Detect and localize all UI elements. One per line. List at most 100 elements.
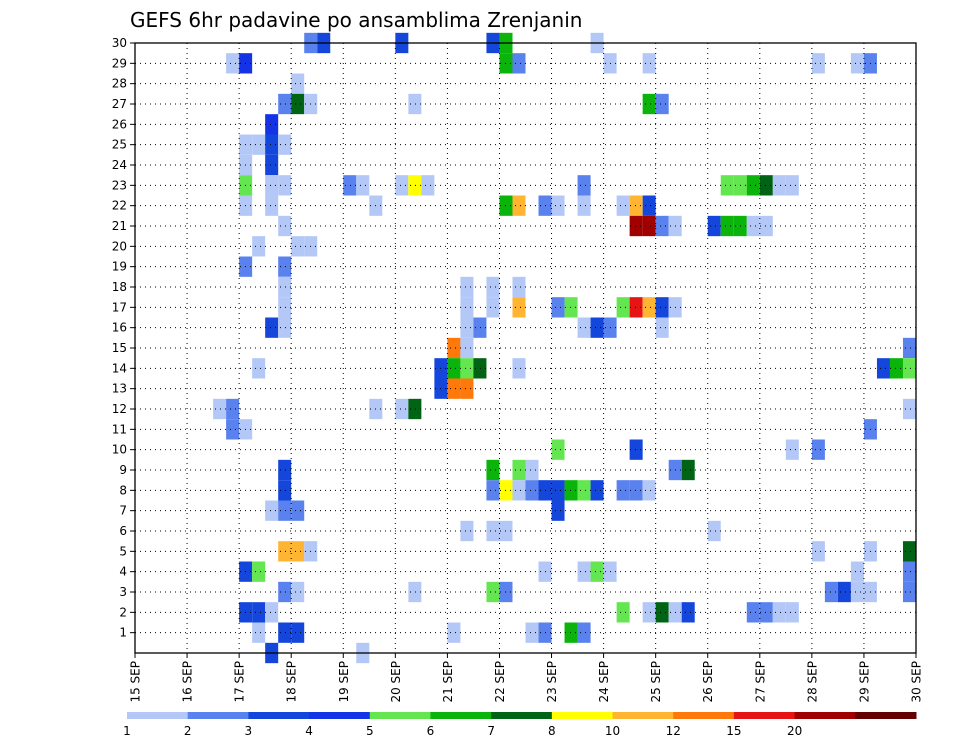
heatmap-cell <box>629 215 643 237</box>
heatmap-cell <box>577 622 591 643</box>
heatmap-cell <box>707 520 721 542</box>
legend-color-swatch <box>309 712 371 719</box>
legend-color-swatch <box>673 712 735 719</box>
heatmap-cell <box>512 358 526 379</box>
x-tick-label: 25 SEP <box>649 661 663 703</box>
heatmap-cell <box>837 581 851 603</box>
heatmap-cell <box>278 622 292 643</box>
heatmap-cell <box>486 520 500 542</box>
heatmap-cell <box>291 541 305 562</box>
heatmap-cell <box>226 398 240 420</box>
heatmap-cell <box>265 154 279 176</box>
heatmap-cell <box>460 378 474 399</box>
heatmap-cell <box>252 236 266 257</box>
legend-label: 7 <box>487 724 495 738</box>
heatmap-cell <box>746 602 760 623</box>
y-tick-label: 21 <box>112 219 127 233</box>
heatmap-cell <box>460 276 474 298</box>
heatmap-cell <box>265 317 279 338</box>
heatmap-cell <box>850 53 864 74</box>
heatmap-cell <box>473 317 487 338</box>
heatmap-cell <box>616 480 630 501</box>
y-tick-label: 10 <box>112 443 127 457</box>
legend-label: 8 <box>548 724 556 738</box>
heatmap-cell <box>356 175 370 196</box>
heatmap-cell <box>616 297 630 318</box>
grid-layer <box>135 43 916 653</box>
heatmap-cell <box>291 581 305 603</box>
x-tick-label: 29 SEP <box>857 661 871 703</box>
y-tick-label: 23 <box>112 178 127 192</box>
heatmap-cell <box>811 439 825 460</box>
heatmap-cell <box>226 419 240 440</box>
legend-color-swatch <box>430 712 492 719</box>
y-tick-label: 17 <box>112 300 127 314</box>
heatmap-cell <box>577 561 591 582</box>
heatmap-cell <box>265 134 279 155</box>
y-tick-label: 20 <box>112 239 127 253</box>
heatmap-cell <box>642 480 656 501</box>
y-tick-label: 5 <box>119 544 127 558</box>
heatmap-cell <box>291 622 305 643</box>
heatmap-cell <box>486 276 500 298</box>
heatmap-cell <box>473 358 487 379</box>
x-tick-label: 18 SEP <box>285 661 299 703</box>
heatmap-cell <box>486 581 500 603</box>
heatmap-cell <box>655 602 669 623</box>
heatmap-cell <box>902 581 916 603</box>
x-tick-label: 20 SEP <box>389 661 403 703</box>
legend-color-swatch <box>369 712 431 719</box>
x-tick-label: 19 SEP <box>337 661 351 703</box>
heatmap-cell <box>902 398 916 420</box>
heatmap-cell <box>577 195 591 216</box>
heatmap-cell <box>681 459 695 481</box>
heatmap-cell <box>278 500 292 521</box>
heatmap-cell <box>850 561 864 582</box>
y-tick-label: 30 <box>112 36 127 50</box>
heatmap-cell <box>551 195 565 216</box>
heatmap-cell <box>889 358 903 379</box>
y-tick-label: 26 <box>112 117 127 131</box>
x-tick-label: 26 SEP <box>701 661 715 703</box>
heatmap-cell <box>811 541 825 562</box>
x-tick-label: 15 SEP <box>129 661 143 703</box>
heatmap-cell <box>486 480 500 501</box>
legend-label: 3 <box>245 724 253 738</box>
heatmap-cell <box>265 602 279 623</box>
x-tick-label: 24 SEP <box>597 661 611 703</box>
heatmap-cell <box>460 337 474 359</box>
heatmap-cell <box>486 297 500 318</box>
heatmap-cell <box>512 276 526 298</box>
heatmap-cell <box>642 195 656 216</box>
heatmap-cell <box>850 581 864 603</box>
heatmap-cell <box>590 561 604 582</box>
heatmap-cell <box>629 297 643 318</box>
y-tick-label: 3 <box>119 585 127 599</box>
y-tick-label: 13 <box>112 382 127 396</box>
y-tick-label: 24 <box>112 158 127 172</box>
legend-color-swatch <box>491 712 553 719</box>
legend-label: 20 <box>787 724 802 738</box>
x-tick-label: 28 SEP <box>805 661 819 703</box>
heatmap-cell <box>564 297 578 318</box>
heatmap-cell <box>551 480 565 501</box>
heatmap-cell <box>252 358 266 379</box>
heatmap-cell <box>278 93 292 115</box>
heatmap-cell <box>278 134 292 155</box>
legend-color-swatch <box>127 712 189 719</box>
legend-color-swatch <box>612 712 674 719</box>
heatmap-cell <box>759 602 773 623</box>
y-tick-label: 6 <box>119 524 127 538</box>
legend-label: 6 <box>427 724 435 738</box>
heatmap-cell <box>252 602 266 623</box>
heatmap-cell <box>252 622 266 643</box>
y-tick-label: 12 <box>112 402 127 416</box>
heatmap-cell <box>395 398 409 420</box>
heatmap-cell <box>577 480 591 501</box>
heatmap-cell <box>291 73 305 94</box>
x-tick-label: 21 SEP <box>441 661 455 703</box>
heatmap-cell <box>252 561 266 582</box>
heatmap-cell <box>408 93 422 115</box>
legend-color-swatch <box>855 712 917 719</box>
heatmap-cell <box>720 175 734 196</box>
